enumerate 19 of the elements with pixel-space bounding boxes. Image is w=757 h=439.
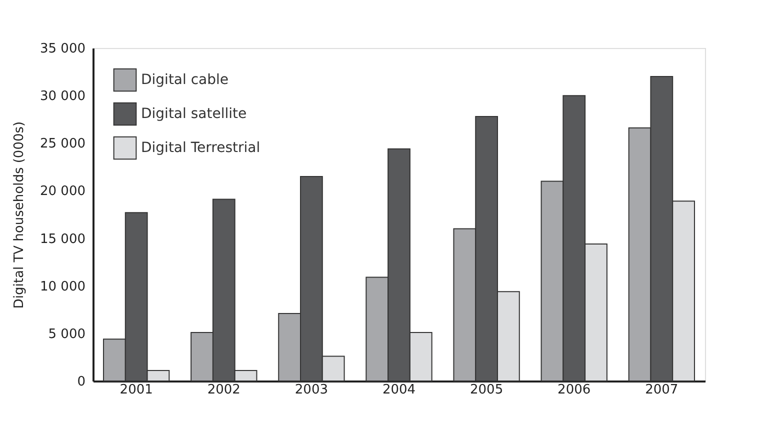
legend-label: Digital Terrestrial xyxy=(141,140,260,156)
y-tick-label: 10 000 xyxy=(40,279,86,294)
y-tick-label: 30 000 xyxy=(40,89,86,104)
x-tick-label: 2004 xyxy=(382,382,416,398)
y-tick-label: 5 000 xyxy=(48,326,86,342)
x-tick-label: 2006 xyxy=(558,382,591,398)
y-tick-label: 35 000 xyxy=(40,42,86,56)
x-tick-label: 2005 xyxy=(470,382,504,398)
x-tick-label: 2001 xyxy=(120,382,153,398)
legend-label: Digital cable xyxy=(141,72,229,88)
x-tick-label: 2003 xyxy=(294,382,328,398)
x-tick-label: 2007 xyxy=(645,382,678,398)
y-axis-title: Digital TV households (000s) xyxy=(12,121,28,309)
y-tick-label: 0 xyxy=(77,374,86,390)
y-tick-label: 15 000 xyxy=(40,232,86,247)
y-tick-label: 25 000 xyxy=(40,136,86,152)
x-tick-label: 2002 xyxy=(207,382,240,398)
legend-label: Digital satellite xyxy=(141,106,247,122)
y-tick-label: 20 000 xyxy=(40,184,86,200)
